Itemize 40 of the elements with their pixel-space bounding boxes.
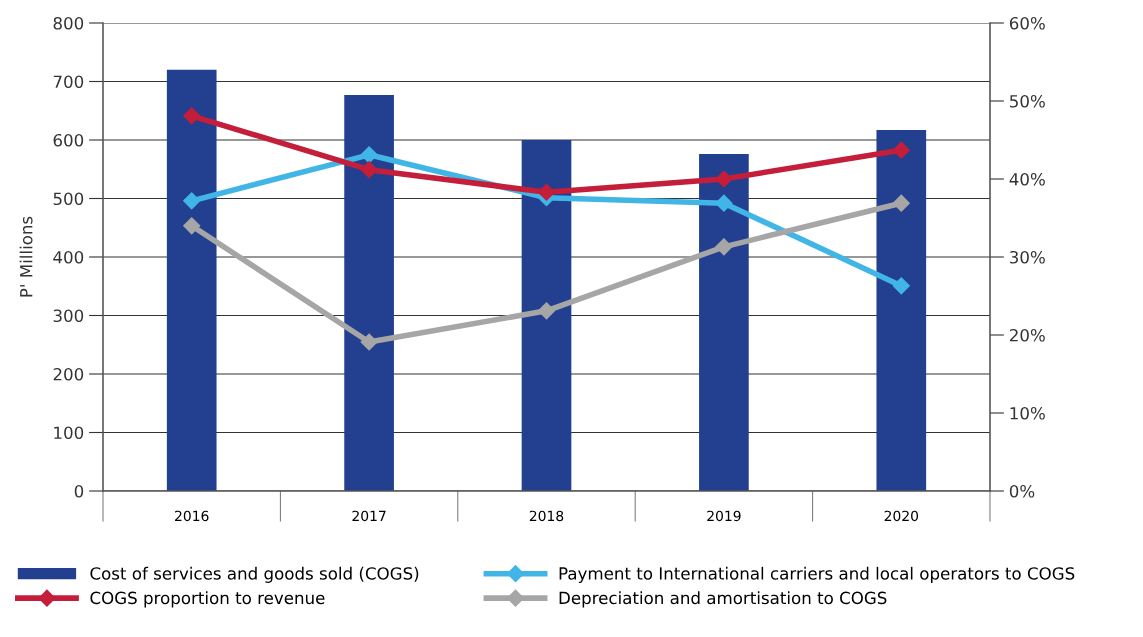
y-tick-label: 0	[74, 484, 84, 498]
legend-label: Cost of services and goods sold (COGS)	[90, 566, 419, 583]
point	[715, 238, 733, 256]
x-tick-label: 2018	[529, 510, 564, 522]
point	[537, 183, 556, 201]
point	[183, 192, 201, 210]
x-tick-label: 2020	[884, 510, 919, 522]
legend-label: COGS proportion to revenue	[90, 591, 325, 608]
y2-tick-label: 20%	[1009, 328, 1045, 342]
y-tick-label: 400	[53, 250, 84, 264]
y-tick-label: 300	[53, 309, 84, 323]
x-tick-label: 2019	[707, 510, 741, 522]
legend-label: Payment to International carriers and local operators to COGS	[559, 566, 1075, 583]
y-tick-label: 800	[53, 16, 84, 30]
point	[537, 302, 556, 320]
y2-tick-label: 60%	[1009, 16, 1045, 30]
x-tick-label: 2016	[175, 510, 209, 522]
y-tick-label: 200	[53, 367, 84, 381]
point	[360, 146, 378, 164]
point	[183, 217, 201, 235]
y-tick-label: 100	[54, 426, 84, 440]
point	[892, 194, 910, 212]
point	[360, 333, 378, 351]
y-axis-title: P' Millions	[19, 216, 33, 297]
point	[183, 107, 201, 125]
y-tick-label: 700	[53, 75, 84, 89]
point	[715, 194, 733, 212]
y-tick-label: 500	[53, 192, 84, 206]
point	[892, 141, 910, 159]
x-tick-label: 2017	[352, 510, 386, 522]
point	[892, 277, 910, 295]
y2-tick-label: 0%	[1009, 484, 1035, 498]
point	[715, 170, 733, 188]
point	[360, 161, 378, 179]
y2-tick-label: 50%	[1010, 94, 1045, 108]
y2-tick-label: 10%	[1010, 406, 1045, 420]
y-tick-label: 600	[53, 133, 84, 147]
y2-tick-label: 40%	[1009, 172, 1045, 186]
legend-label: Depreciation and amortisation to COGS	[559, 591, 887, 608]
y2-tick-label: 30%	[1010, 250, 1045, 264]
